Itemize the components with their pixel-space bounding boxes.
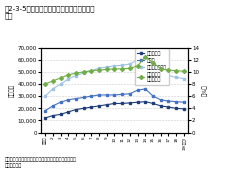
普通会計に
占める割合 — [152, 62, 154, 64]
普通会計に
占める割合 — [128, 67, 131, 69]
普通会計に
占める割合 — [175, 70, 177, 72]
普通会計に
占める割合 — [52, 80, 54, 82]
環境関連予算計 — [82, 72, 85, 74]
保健衛生費 — [98, 105, 101, 107]
清掃費 — [67, 99, 70, 101]
清掃費 — [121, 93, 124, 95]
Text: 資料：総務省自治財政局「地方財政統計年報」より環境
　　　省作成: 資料：総務省自治財政局「地方財政統計年報」より環境 省作成 — [5, 157, 76, 168]
普通会計に
占める割合 — [144, 56, 147, 58]
清掃費 — [144, 88, 147, 90]
清掃費 — [136, 89, 139, 91]
環境関連予算計 — [175, 76, 177, 78]
清掃費 — [152, 95, 154, 97]
普通会計に
占める割合 — [67, 74, 70, 76]
環境関連予算計 — [98, 67, 101, 69]
Legend: 保健衛生費, 清掃費, 環境関連予算計, 普通会計に
占める割合: 保健衛生費, 清掃費, 環境関連予算計, 普通会計に 占める割合 — [134, 48, 169, 85]
清掃費 — [75, 98, 77, 100]
Y-axis label: （%）: （%） — [202, 84, 207, 96]
保健衛生費 — [183, 108, 185, 110]
保健衛生費 — [121, 103, 124, 105]
保健衛生費 — [82, 107, 85, 109]
清掃費 — [90, 95, 93, 97]
普通会計に
占める割合 — [90, 70, 93, 72]
普通会計に
占める割合 — [75, 72, 77, 74]
保健衛生費 — [67, 111, 70, 113]
清掃費 — [52, 105, 54, 107]
Line: 普通会計に
占める割合: 普通会計に 占める割合 — [44, 55, 185, 85]
保健衛生費 — [52, 115, 54, 117]
環境関連予算計 — [183, 78, 185, 80]
普通会計に
占める割合 — [136, 65, 139, 67]
普通会計に
占める割合 — [98, 69, 101, 71]
普通会計に
占める割合 — [105, 69, 108, 71]
普通会計に
占める割合 — [82, 71, 85, 73]
清掃費 — [113, 94, 116, 96]
清掃費 — [183, 101, 185, 103]
保健衛生費 — [105, 104, 108, 106]
清掃費 — [98, 94, 101, 96]
環境関連予算計 — [90, 70, 93, 72]
環境関連予算計 — [113, 65, 116, 67]
環境関連予算計 — [44, 95, 46, 97]
Line: 清掃費: 清掃費 — [44, 88, 185, 112]
保健衛生費 — [167, 106, 170, 108]
環境関連予算計 — [144, 57, 147, 59]
清掃費 — [167, 100, 170, 102]
清掃費 — [128, 93, 131, 95]
清掃費 — [82, 96, 85, 98]
保健衛生費 — [44, 117, 46, 119]
普通会計に
占める割合 — [59, 77, 62, 79]
清掃費 — [44, 110, 46, 112]
清掃費 — [105, 94, 108, 96]
保健衛生費 — [175, 107, 177, 109]
環境関連予算計 — [52, 88, 54, 90]
保健衛生費 — [59, 113, 62, 115]
普通会計に
占める割合 — [113, 68, 116, 70]
清掃費 — [159, 99, 162, 101]
保健衛生費 — [144, 101, 147, 103]
Line: 保健衛生費: 保健衛生費 — [44, 100, 185, 119]
清掃費 — [175, 101, 177, 103]
保健衛生費 — [152, 103, 154, 105]
普通会計に
占める割合 — [121, 68, 124, 70]
保健衛生費 — [136, 101, 139, 103]
環境関連予算計 — [67, 78, 70, 80]
保健衛生費 — [113, 103, 116, 105]
環境関連予算計 — [75, 74, 77, 76]
普通会計に
占める割合 — [167, 69, 170, 71]
保健衛生費 — [128, 102, 131, 104]
環境関連予算計 — [167, 74, 170, 76]
保健衛生費 — [75, 108, 77, 111]
Line: 環境関連予算計: 環境関連予算計 — [44, 57, 185, 98]
環境関連予算計 — [159, 72, 162, 74]
保健衛生費 — [90, 106, 93, 108]
清掃費 — [59, 101, 62, 103]
Y-axis label: （億円）: （億円） — [9, 84, 15, 97]
普通会計に
占める割合 — [183, 70, 185, 72]
環境関連予算計 — [152, 66, 154, 68]
普通会計に
占める割合 — [159, 68, 162, 70]
普通会計に
占める割合 — [44, 83, 46, 85]
Text: 図2-3-5　市区町村における環境関連予算の
推移: 図2-3-5 市区町村における環境関連予算の 推移 — [5, 5, 95, 19]
環境関連予算計 — [59, 83, 62, 85]
保健衛生費 — [159, 105, 162, 107]
環境関連予算計 — [105, 66, 108, 68]
環境関連予算計 — [121, 64, 124, 66]
環境関連予算計 — [136, 59, 139, 61]
環境関連予算計 — [128, 63, 131, 65]
